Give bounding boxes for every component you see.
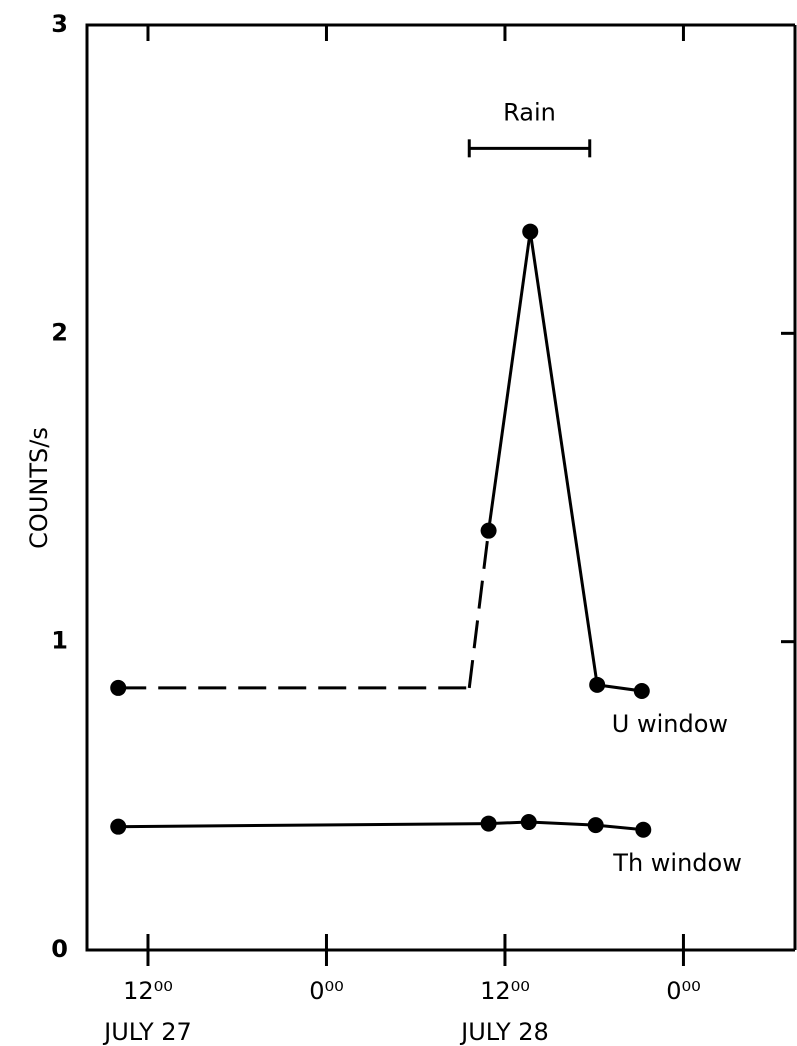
point	[480, 815, 497, 832]
x-date-label: JULY 28	[459, 1018, 549, 1046]
point	[520, 814, 537, 831]
y-tick-label: 0	[51, 935, 68, 963]
line-segment	[487, 231, 532, 531]
point	[635, 821, 652, 838]
line-segment	[118, 822, 489, 829]
plot-frame	[85, 23, 795, 952]
y-axis-title: COUNTS/s	[25, 427, 53, 549]
x-tick-label: 0⁰⁰	[666, 977, 701, 1005]
series-label: Th window	[612, 849, 742, 877]
x-tick-label: 12⁰⁰	[123, 977, 173, 1005]
y-tick-label: 1	[51, 627, 68, 655]
point	[110, 679, 127, 696]
y-tick-label: 2	[51, 318, 68, 346]
x-tick-label: 0⁰⁰	[309, 977, 344, 1005]
point	[589, 676, 606, 693]
line-segment	[528, 231, 599, 686]
y-tick-label: 3	[51, 10, 68, 38]
x-tick-label: 12⁰⁰	[480, 977, 530, 1005]
point	[633, 683, 650, 699]
point	[110, 818, 127, 835]
point	[587, 817, 604, 834]
line-segment	[528, 820, 596, 827]
x-date-label: JULY 27	[102, 1018, 192, 1046]
point	[522, 223, 539, 240]
series-label: U window	[612, 710, 728, 738]
point	[480, 522, 497, 539]
annotation: Rain	[503, 98, 556, 126]
line-segment	[467, 530, 491, 689]
